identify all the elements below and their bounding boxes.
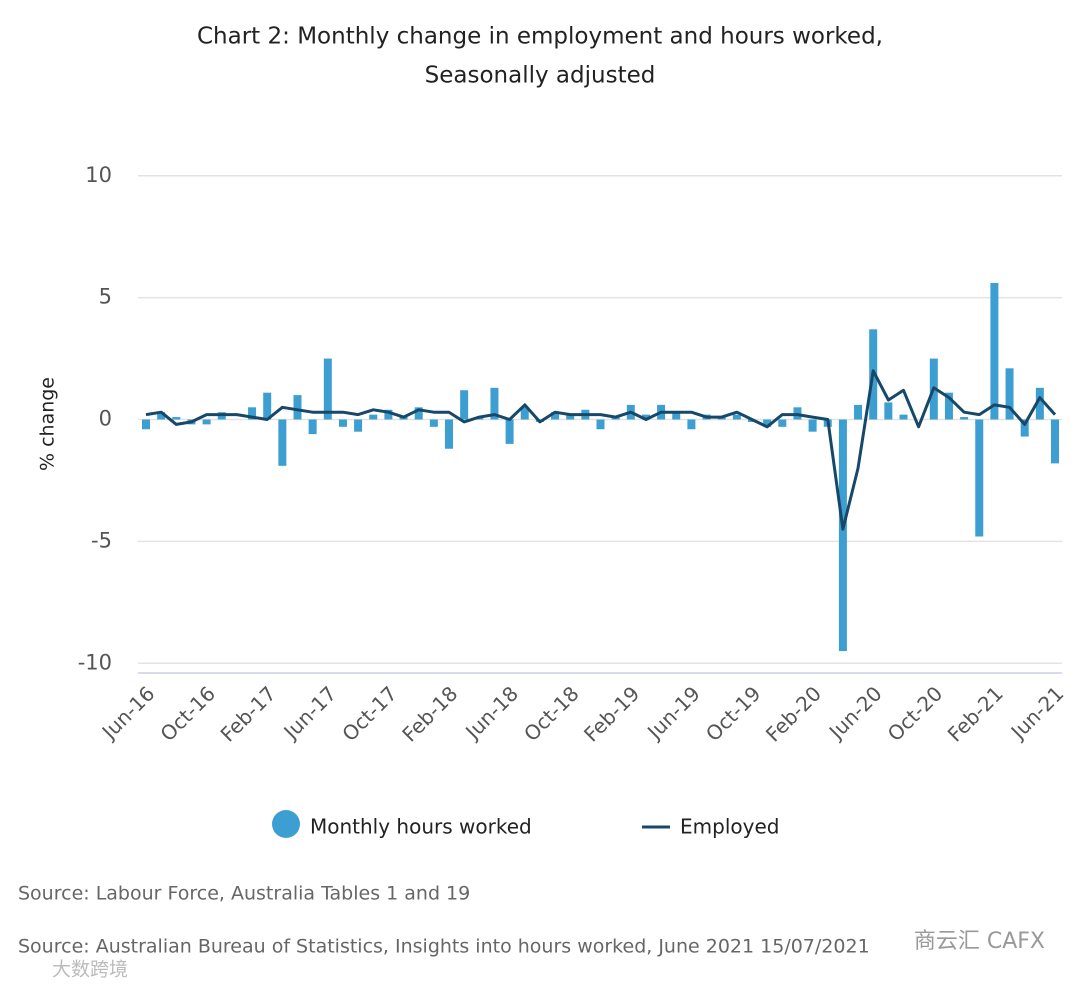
bar	[551, 412, 560, 420]
bar	[308, 419, 317, 435]
x-tick-label: Feb-20	[761, 681, 826, 746]
bar	[944, 392, 953, 420]
x-tick-label: Jun-16	[96, 681, 160, 745]
x-tick-label: Jun-17	[278, 681, 342, 745]
y-tick-label: -5	[91, 528, 112, 552]
x-tick-label: Jun-19	[641, 681, 705, 745]
bar	[596, 419, 605, 430]
bar	[369, 414, 378, 420]
bar	[248, 407, 257, 420]
bar	[672, 412, 681, 420]
bar	[157, 412, 166, 420]
legend-label: Employed	[680, 815, 779, 839]
chart-subtitle: Seasonally adjusted	[425, 63, 656, 89]
bar	[460, 390, 469, 420]
bar	[732, 414, 741, 420]
bar	[990, 283, 999, 420]
line	[145, 369, 1057, 531]
watermark: 大数跨境	[52, 959, 128, 981]
source-note: Source: Australian Bureau of Statistics,…	[18, 936, 870, 958]
bar	[445, 419, 453, 449]
y-tick-label: 10	[85, 163, 112, 187]
legend-label: Monthly hours worked	[310, 815, 532, 839]
bar	[763, 419, 772, 427]
bar	[354, 419, 363, 432]
bar	[884, 402, 893, 420]
bar	[429, 419, 438, 427]
bar	[566, 414, 575, 420]
x-tick-label: Feb-17	[216, 681, 281, 746]
bar	[172, 417, 181, 420]
y-tick-label: -10	[78, 650, 112, 674]
bar	[975, 419, 984, 537]
bar	[142, 419, 150, 430]
bar	[278, 419, 287, 466]
watermark: 商云汇 CAFX	[914, 929, 1045, 954]
bar	[838, 419, 847, 652]
source-note: Source: Labour Force, Australia Tables 1…	[18, 883, 470, 905]
bar	[505, 419, 514, 444]
bar	[960, 417, 969, 420]
bar	[263, 392, 272, 420]
bar	[293, 395, 302, 420]
x-tick-label: Oct-19	[701, 681, 766, 746]
bar	[202, 419, 211, 425]
x-tick-label: Feb-21	[943, 681, 1008, 746]
bar	[778, 419, 787, 427]
bar	[1035, 387, 1044, 420]
x-tick-label: Jun-20	[823, 681, 887, 745]
bar	[338, 419, 347, 427]
x-tick-label: Feb-19	[579, 681, 644, 746]
bar	[384, 409, 393, 420]
bar	[641, 414, 650, 420]
y-axis-label: % change	[37, 377, 59, 471]
bar	[520, 407, 529, 420]
bar	[1020, 419, 1029, 437]
x-tick-label: Oct-20	[883, 681, 948, 746]
x-tick-label: Oct-17	[337, 681, 402, 746]
x-tick-label: Feb-18	[397, 681, 462, 746]
bar	[414, 407, 423, 420]
x-tick-label: Oct-16	[156, 681, 221, 746]
bar	[808, 419, 817, 432]
bar	[323, 358, 332, 420]
y-tick-label: 0	[99, 407, 112, 431]
bar	[490, 387, 499, 420]
x-tick-label: Jun-21	[1005, 681, 1069, 745]
y-tick-label: 5	[99, 285, 112, 309]
x-tick-label: Oct-18	[519, 681, 584, 746]
x-tick-label: Jun-18	[459, 681, 523, 745]
bar	[899, 414, 908, 420]
bar	[1051, 419, 1059, 464]
legend-swatch	[272, 810, 300, 838]
bar	[1005, 368, 1014, 420]
chart-title: Chart 2: Monthly change in employment an…	[197, 24, 883, 50]
bar	[687, 419, 696, 430]
bar	[854, 404, 863, 420]
